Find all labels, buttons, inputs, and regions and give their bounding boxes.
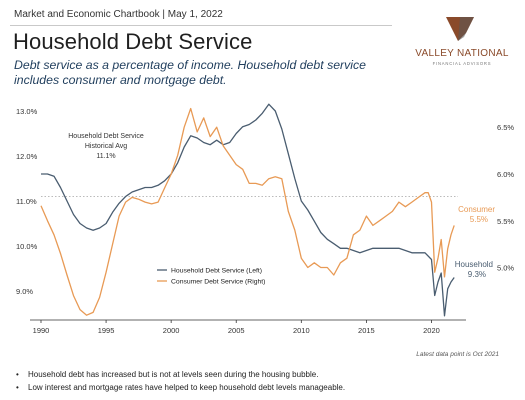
- household-end-label: Household: [455, 260, 493, 269]
- x-tick-label: 2015: [358, 326, 375, 335]
- y-left-tick-label: 9.0%: [16, 287, 33, 296]
- x-tick-label: 1990: [33, 326, 50, 335]
- page-title: Household Debt Service: [13, 29, 253, 54]
- chart-subtitle: Debt service as a percentage of income. …: [14, 58, 367, 87]
- x-tick-label: 2005: [228, 326, 245, 335]
- debt-service-chart: 9.0% 10.0% 11.0% 12.0% 13.0% 5.0% 5.5% 6.0% 6.5…: [16, 103, 514, 335]
- y-right-tick-label: 6.0%: [497, 170, 514, 179]
- bullet-item: Low interest and mortgage rates have hel…: [14, 381, 345, 394]
- x-tick-label: 1995: [98, 326, 115, 335]
- logo-mark-shadow: [458, 17, 474, 41]
- consumer-debt-service-line: [40, 107, 455, 316]
- logo-text: VALLEY NATIONAL: [415, 48, 509, 59]
- y-left-tick-label: 12.0%: [16, 152, 38, 161]
- consumer-end-value: 5.5%: [470, 215, 488, 224]
- consumer-end-label: Consumer: [458, 205, 495, 214]
- legend-label-household: Household Debt Service (Left): [171, 268, 262, 275]
- legend-label-consumer: Consumer Debt Service (Right): [171, 279, 265, 286]
- household-end-value: 9.3%: [468, 270, 486, 279]
- logo-subtext: FINANCIAL ADVISORS: [433, 61, 492, 66]
- key-points-list: Household debt has increased but is not …: [14, 368, 345, 394]
- historical-avg-sublabel: Historical Avg: [85, 143, 127, 150]
- valley-national-logo: VALLEY NATIONAL FINANCIAL ADVISORS: [408, 15, 516, 71]
- chartbook-header: Market and Economic Chartbook | May 1, 2…: [14, 9, 223, 20]
- x-tick-label: 2010: [293, 326, 310, 335]
- y-left-tick-label: 11.0%: [16, 197, 37, 206]
- y-left-tick-label: 13.0%: [16, 107, 38, 116]
- latest-data-footnote: Latest data point is Oct 2021: [416, 351, 499, 358]
- x-tick-label: 2020: [423, 326, 440, 335]
- header-divider: [10, 25, 392, 26]
- historical-avg-label: Household Debt Service: [68, 133, 144, 140]
- y-right-tick-label: 5.0%: [497, 264, 514, 273]
- y-right-tick-label: 6.5%: [497, 123, 514, 132]
- y-left-tick-label: 10.0%: [16, 242, 38, 251]
- y-right-tick-label: 5.5%: [497, 217, 514, 226]
- chart-legend: Household Debt Service (Left) Consumer D…: [157, 268, 265, 286]
- bullet-item: Household debt has increased but is not …: [14, 368, 345, 381]
- historical-avg-value: 11.1%: [96, 153, 115, 160]
- x-tick-label: 2000: [163, 326, 180, 335]
- household-debt-service-line: [41, 103, 455, 317]
